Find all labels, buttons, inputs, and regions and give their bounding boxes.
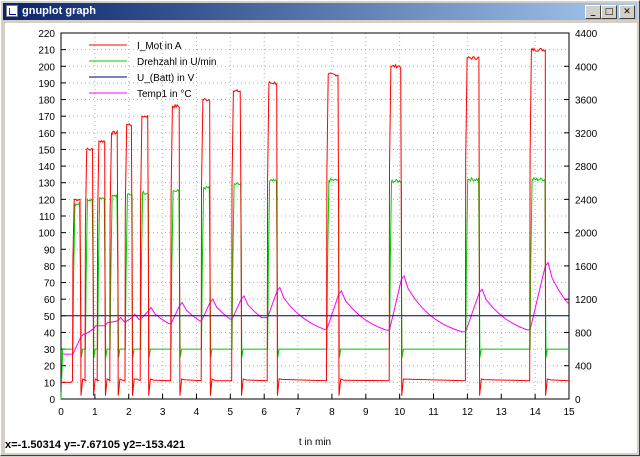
x-axis-label: t in min (299, 437, 331, 448)
window-title: gnuplot graph (22, 5, 96, 17)
y2-tick-label: 400 (575, 362, 592, 373)
x-tick-label: 8 (329, 407, 335, 418)
x-tick-label: 1 (92, 407, 98, 418)
y-tick-label: 210 (38, 46, 55, 57)
x-tick-label: 6 (261, 407, 267, 418)
x-tick-label: 7 (295, 407, 301, 418)
y-tick-label: 40 (44, 328, 56, 339)
y2-tick-label: 800 (575, 328, 592, 339)
y2-tick-label: 2400 (575, 195, 598, 206)
y-tick-label: 200 (38, 62, 55, 73)
y-tick-label: 130 (38, 179, 55, 190)
mouse-coordinates-readout: x=-1.50314 y=-7.67105 y2=-153.421 (5, 439, 186, 451)
y2-tick-label: 4400 (575, 29, 598, 40)
y-tick-label: 120 (38, 195, 55, 206)
legend-label: Temp1 in °C (137, 89, 192, 100)
close-button[interactable]: ✕ (619, 5, 635, 19)
minimize-button[interactable]: _ (585, 5, 601, 19)
x-tick-label: 10 (394, 407, 406, 418)
y-tick-label: 110 (39, 212, 55, 223)
y2-tick-label: 4000 (575, 62, 598, 73)
x-tick-label: 2 (126, 407, 132, 418)
legend-label: U_(Batt) in V (137, 73, 195, 84)
y-tick-label: 70 (44, 279, 56, 290)
x-tick-label: 3 (160, 407, 166, 418)
y-tick-label: 170 (38, 112, 55, 123)
y-tick-label: 20 (44, 362, 56, 373)
x-tick-label: 9 (363, 407, 369, 418)
y-tick-label: 10 (44, 378, 56, 389)
x-tick-label: 14 (530, 407, 542, 418)
x-tick-label: 13 (496, 407, 508, 418)
y-tick-label: 60 (44, 295, 56, 306)
y-tick-label: 80 (44, 262, 56, 273)
y-tick-label: 150 (38, 145, 55, 156)
y-tick-label: 160 (38, 129, 55, 140)
plot-area[interactable]: 0 1 2 3 4 5 6 7 8 9 10 11 12 13 14 15 0 10 20 30 40 50 60 70 80 9… (5, 23, 637, 453)
x-tick-label: 15 (563, 407, 575, 418)
x-tick-label: 11 (428, 407, 439, 418)
title-bar[interactable]: gnuplot graph _ □ ✕ (3, 3, 637, 20)
y-tick-label: 180 (38, 96, 55, 107)
gnuplot-app-icon[interactable] (6, 5, 18, 17)
legend-label: Drehzahl in U/min (137, 57, 216, 68)
x-tick-label: 5 (228, 407, 234, 418)
x-tick-label: 12 (462, 407, 474, 418)
series-line-temp1 (61, 261, 570, 355)
y-tick-label: 50 (44, 312, 56, 323)
y-tick-label: 220 (38, 29, 55, 40)
x-tick-label: 4 (194, 407, 200, 418)
y2-tick-label: 1200 (575, 295, 598, 306)
y2-tick-label: 2000 (575, 229, 598, 240)
maximize-button[interactable]: □ (601, 5, 617, 19)
y-tick-label: 100 (38, 229, 55, 240)
chart-svg[interactable]: 0 1 2 3 4 5 6 7 8 9 10 11 12 13 14 15010203040506070809… (5, 23, 637, 453)
legend-label: I_Mot in A (137, 41, 182, 52)
series-line-i-mot (61, 47, 570, 396)
y2-tick-label: 0 (575, 395, 581, 406)
y-tick-label: 30 (44, 345, 56, 356)
x-tick-label: 0 (58, 407, 64, 418)
y2-tick-label: 1600 (575, 262, 598, 273)
y2-tick-label: 2800 (575, 162, 598, 173)
plot-border (60, 32, 570, 400)
y-tick-label: 190 (38, 79, 55, 90)
y-tick-label: 0 (49, 395, 55, 406)
y-tick-label: 90 (44, 245, 56, 256)
y2-tick-label: 3200 (575, 129, 598, 140)
y2-tick-label: 3600 (575, 96, 598, 107)
y-tick-label: 140 (38, 162, 55, 173)
